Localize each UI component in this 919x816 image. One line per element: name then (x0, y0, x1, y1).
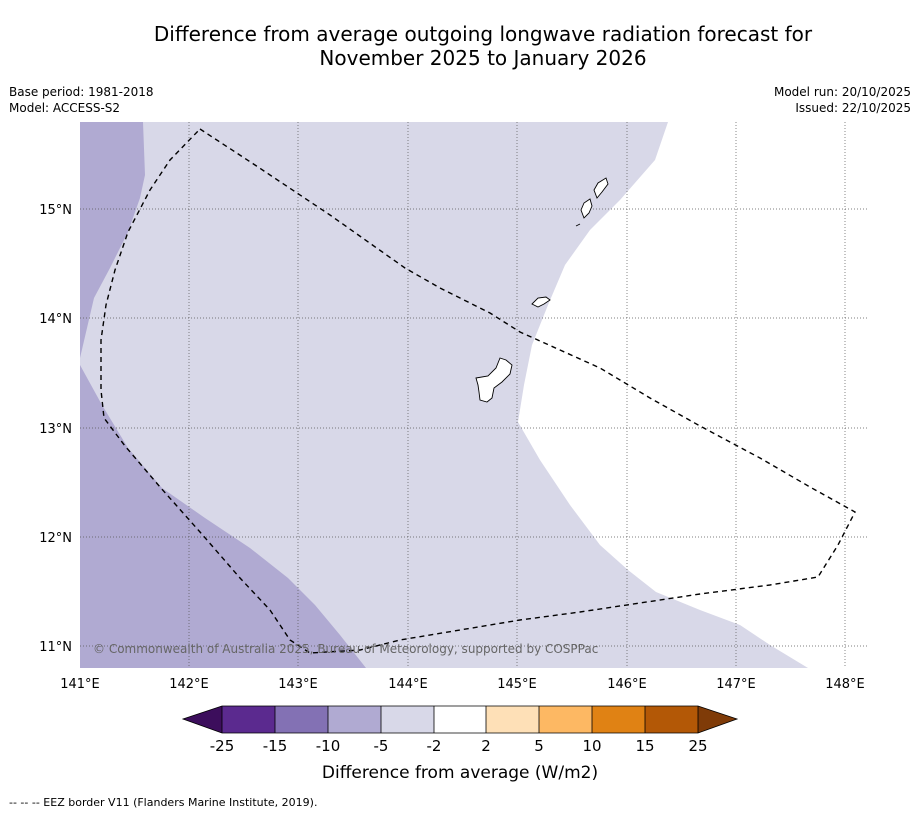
latitude-labels: 15°N 14°N 13°N 12°N 11°N (39, 203, 72, 655)
lat-label-14: 14°N (39, 312, 72, 327)
lon-label-146: 146°E (607, 677, 647, 692)
tick-label: 10 (582, 737, 601, 755)
model-run: Model run: 20/10/2025 (773, 85, 911, 99)
lon-label-143: 143°E (278, 677, 318, 692)
lat-label-12: 12°N (39, 531, 72, 546)
model-name: Model: ACCESS-S2 (9, 101, 121, 115)
island-aguijan (575, 223, 581, 227)
map-title: Difference from average outgoing longwav… (100, 22, 866, 70)
lon-label-147: 147°E (716, 677, 756, 692)
tick-label: -2 (427, 737, 442, 755)
swatch-above-max (698, 706, 737, 733)
info-right: Model run: 20/10/2025 Issued: 22/10/2025 (774, 84, 911, 116)
title-line-2: November 2025 to January 2026 (319, 46, 647, 70)
islands (475, 177, 609, 403)
lon-label-142: 142°E (169, 677, 209, 692)
swatch-5 (434, 706, 486, 733)
colorbar-tick-labels: -25 -15 -10 -5 -2 2 5 10 15 25 (210, 737, 708, 755)
swatch-6 (486, 706, 539, 733)
tick-label: -10 (316, 737, 341, 755)
colorbar-dividers (221, 706, 699, 733)
lon-label-141: 141°E (60, 677, 100, 692)
tick-label: -25 (210, 737, 235, 755)
swatch-below-min (183, 706, 222, 733)
copyright-notice: © Commonwealth of Australia 2025, Bureau… (93, 642, 598, 656)
island-tinian (580, 198, 593, 219)
title-line-1: Difference from average outgoing longwav… (153, 22, 813, 46)
map-area (80, 122, 867, 668)
tick-label: 15 (635, 737, 654, 755)
issued-date: Issued: 22/10/2025 (795, 101, 911, 115)
info-left: Base period: 1981-2018 Model: ACCESS-S2 (9, 84, 154, 116)
tick-label: 25 (688, 737, 707, 755)
swatch-2 (275, 706, 328, 733)
island-rota (531, 296, 551, 308)
lon-label-148: 148°E (825, 677, 865, 692)
swatch-3 (328, 706, 381, 733)
tick-label: 5 (534, 737, 544, 755)
colorbar-swatches (183, 706, 737, 733)
swatch-7 (539, 706, 592, 733)
tick-label: -15 (263, 737, 288, 755)
base-period: Base period: 1981-2018 (9, 85, 154, 99)
swatch-4 (381, 706, 434, 733)
tick-label: -5 (374, 737, 389, 755)
gridlines (80, 122, 867, 668)
tick-label: 2 (481, 737, 491, 755)
swatch-1 (222, 706, 275, 733)
longitude-labels: 141°E 142°E 143°E 144°E 145°E 146°E 147°… (60, 677, 865, 692)
region-minus2-to-2 (518, 122, 867, 668)
island-saipan (593, 177, 609, 199)
colorbar-label: Difference from average (W/m2) (322, 763, 598, 783)
lat-label-11: 11°N (39, 640, 72, 655)
swatch-8 (592, 706, 645, 733)
eez-footnote: -- -- -- EEZ border V11 (Flanders Marine… (9, 796, 318, 809)
lon-label-144: 144°E (388, 677, 428, 692)
lat-label-15: 15°N (39, 203, 72, 218)
island-guam (475, 357, 513, 403)
swatch-9 (645, 706, 698, 733)
lon-label-145: 145°E (497, 677, 537, 692)
colorbar: -25 -15 -10 -5 -2 2 5 10 15 25 Differenc… (181, 705, 739, 783)
lat-label-13: 13°N (39, 422, 72, 437)
